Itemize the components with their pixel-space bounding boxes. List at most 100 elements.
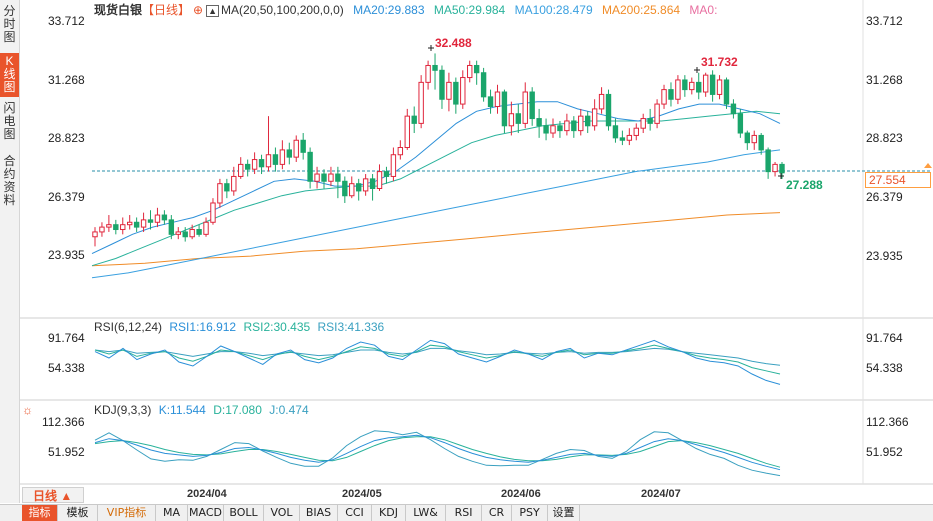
high-label-1: 32.488 [435,36,472,50]
candle [397,140,404,160]
ytick-left-1: 33.712 [48,14,85,28]
candle [383,166,390,184]
candle [723,77,730,109]
candle [335,166,341,199]
tab-bias[interactable]: BIAS [300,505,338,521]
candle [557,120,563,138]
candle [349,176,355,199]
tab-settings[interactable]: 设置 [548,505,580,521]
settings-icon[interactable]: ⊕ [193,3,204,17]
rsi2-line [94,344,781,375]
instrument-name: 现货白银 [94,3,143,17]
candle [300,133,306,160]
kdj-k-value: K:11.544 [158,403,206,417]
candle [446,72,452,112]
tab-vip-indicators[interactable]: VIP指标 [98,505,156,521]
candle [744,130,751,150]
candle [473,60,480,85]
tab-contract-info[interactable]: 合 约 资 料 [3,154,16,207]
candle [425,60,431,90]
candle [689,77,695,95]
candle [231,166,237,196]
date-label-4: 2024/07 [641,488,681,500]
candle [279,140,286,170]
candle [342,176,348,203]
candle [536,108,542,138]
period-selector[interactable]: 日线 ▲ [22,487,84,503]
tab-template[interactable]: 模板 [58,505,98,521]
candle [515,104,522,134]
candle [501,89,508,134]
ytick-left-2: 31.268 [48,73,85,87]
candle [460,70,466,109]
candle [522,82,528,129]
chart-type-icon[interactable]: ▲ [206,5,220,17]
chart-canvas[interactable] [0,0,933,503]
kdj-legend: KDJ(9,3,3) K:11.544 D:17.080 J:0.474 [94,403,309,417]
current-price-tag: 27.554 [865,172,931,188]
tab-flash[interactable]: 闪 电 图 [3,101,16,141]
tab-macd[interactable]: MACD [188,505,224,521]
candle [730,99,737,119]
tab-vol[interactable]: VOL [264,505,300,521]
kdj-d-value: D:17.080 [213,403,262,417]
candle [321,169,327,189]
candle [584,111,591,134]
tab-rsi[interactable]: RSI [446,505,482,521]
kdj-j-line [94,430,781,477]
ma200-line [91,212,781,267]
rsi-lines [94,339,781,385]
candle [619,130,626,146]
kdj-ytick-left-1: 112.366 [42,415,85,429]
tab-psy[interactable]: PSY [512,505,548,521]
tab-cci[interactable]: CCI [338,505,372,521]
candle [467,60,473,83]
candle [99,222,105,237]
candle [682,75,688,97]
candle [133,217,140,232]
main-legend: 现货白银【日线】 ⊕ ▲ MA(20,50,100,200,0,0) MA20:29.… [94,3,717,18]
candle [494,84,501,114]
candle [453,77,459,114]
rsi1-value: RSI1:16.912 [169,320,237,334]
ma0-value: MA0: [689,3,718,17]
high-label-2: 31.732 [701,55,738,69]
candle [737,108,744,138]
candle [439,65,445,109]
tab-kline[interactable]: K 线 图 [0,53,19,97]
kdj-settings-icon[interactable]: ☼ [22,403,33,417]
candle [355,178,362,201]
candle [661,84,667,109]
candle [716,75,723,100]
candle [487,89,494,114]
candle [612,118,619,143]
tab-ma[interactable]: MA [156,505,188,521]
candle [675,75,681,105]
tab-kdj[interactable]: KDJ [372,505,406,521]
rsi2-value: RSI2:30.435 [243,320,311,334]
indicator-tab-bar: 指标 模板 VIP指标 MA MACD BOLL VOL BIAS CCI KD… [0,504,933,521]
ma50-line [91,110,781,267]
candle [529,87,535,126]
tab-timeshare[interactable]: 分 时 图 [3,4,16,44]
rsi-ytick-left-2: 54.338 [48,361,85,375]
kdj-lines [94,430,781,477]
candle [140,212,147,232]
rsi3-value: RSI3:41.336 [317,320,385,334]
candle [238,157,244,179]
tab-boll[interactable]: BOLL [224,505,264,521]
candle [369,174,376,201]
tab-cr[interactable]: CR [482,505,512,521]
candle [258,154,265,175]
candle [376,164,383,191]
candle [633,123,639,141]
candle [578,108,584,136]
tab-indicators[interactable]: 指标 [22,505,58,521]
ytick-right-2: 31.268 [866,73,903,87]
tab-lwr[interactable]: LW& [406,505,446,521]
ytick-right-4: 26.379 [866,190,903,204]
kdj-ytick-right-1: 112.366 [866,415,909,429]
ma-params: MA(20,50,100,200,0,0) [221,3,344,17]
kdj-d-line [94,436,781,468]
price-arrow-icon [924,163,932,168]
